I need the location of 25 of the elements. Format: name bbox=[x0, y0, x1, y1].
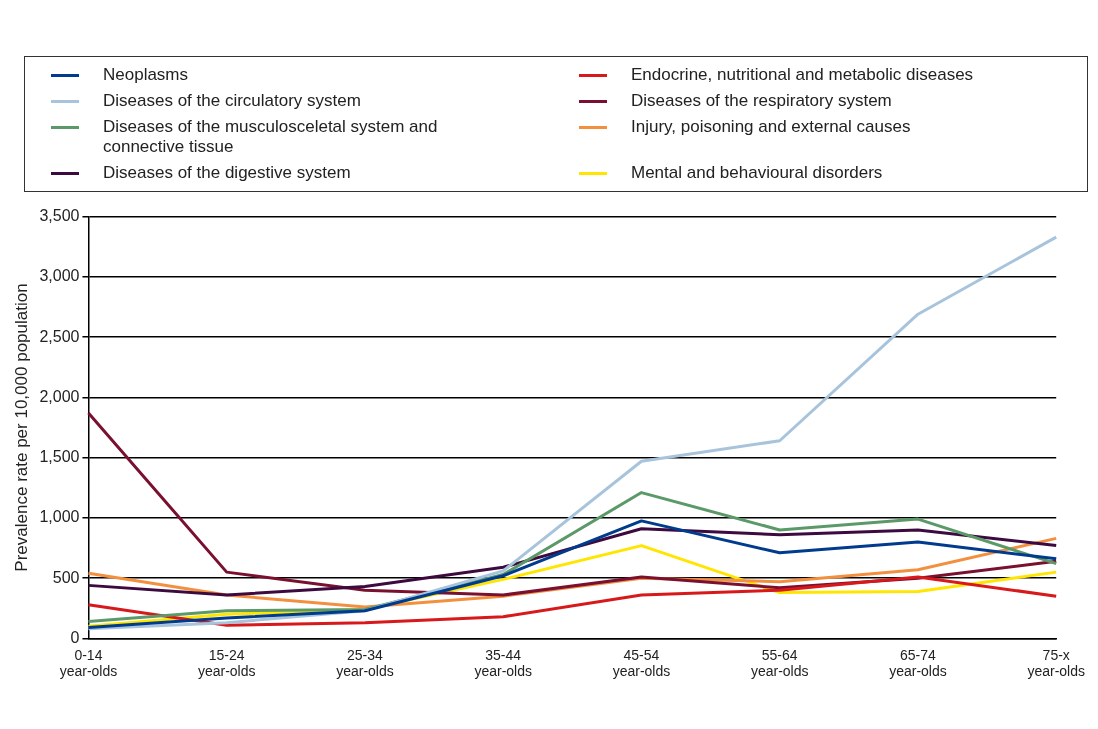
x-tick-label: 55-64 year-olds bbox=[750, 646, 809, 680]
x-tick-label: 25-34 year-olds bbox=[336, 646, 394, 680]
legend-label: Diseases of the digestive system bbox=[103, 163, 351, 183]
x-tick-label: 35-44 year-olds bbox=[474, 646, 532, 680]
y-tick-label: 3,000 bbox=[39, 267, 80, 285]
y-tick-label: 2,000 bbox=[39, 387, 80, 405]
legend-label: Endocrine, nutritional and metabolic diseases bbox=[631, 65, 974, 85]
legend-label: Diseases of the respiratory system bbox=[631, 91, 892, 111]
y-tick-label: 0 bbox=[70, 628, 80, 646]
x-tick-label: 45-54 year-olds bbox=[612, 646, 671, 680]
legend-label: Diseases of the circulatory system bbox=[103, 91, 361, 111]
legend-label: Neoplasms bbox=[103, 65, 189, 85]
y-tick-label: 3,500 bbox=[39, 207, 80, 225]
x-tick-label: 0-14 year-olds bbox=[59, 646, 118, 680]
x-tick-label: 15-24 year-olds bbox=[197, 646, 256, 680]
y-axis-title: Prevalence rate per 10,000 population bbox=[11, 283, 31, 572]
legend-label: Mental and behavioural disorders bbox=[631, 163, 883, 183]
y-tick-label: 500 bbox=[52, 568, 80, 586]
legend-label: Diseases of the musculosceletal system and connective tissue bbox=[103, 117, 439, 157]
x-tick-label: 75-x year-olds bbox=[1027, 646, 1086, 680]
y-tick-label: 1,500 bbox=[39, 448, 80, 466]
y-tick-label: 1,000 bbox=[39, 508, 80, 526]
x-tick-label: 65-74 year-olds bbox=[889, 646, 947, 680]
y-tick-label: 2,500 bbox=[39, 327, 80, 345]
legend-label: Injury, poisoning and external causes bbox=[631, 117, 911, 137]
